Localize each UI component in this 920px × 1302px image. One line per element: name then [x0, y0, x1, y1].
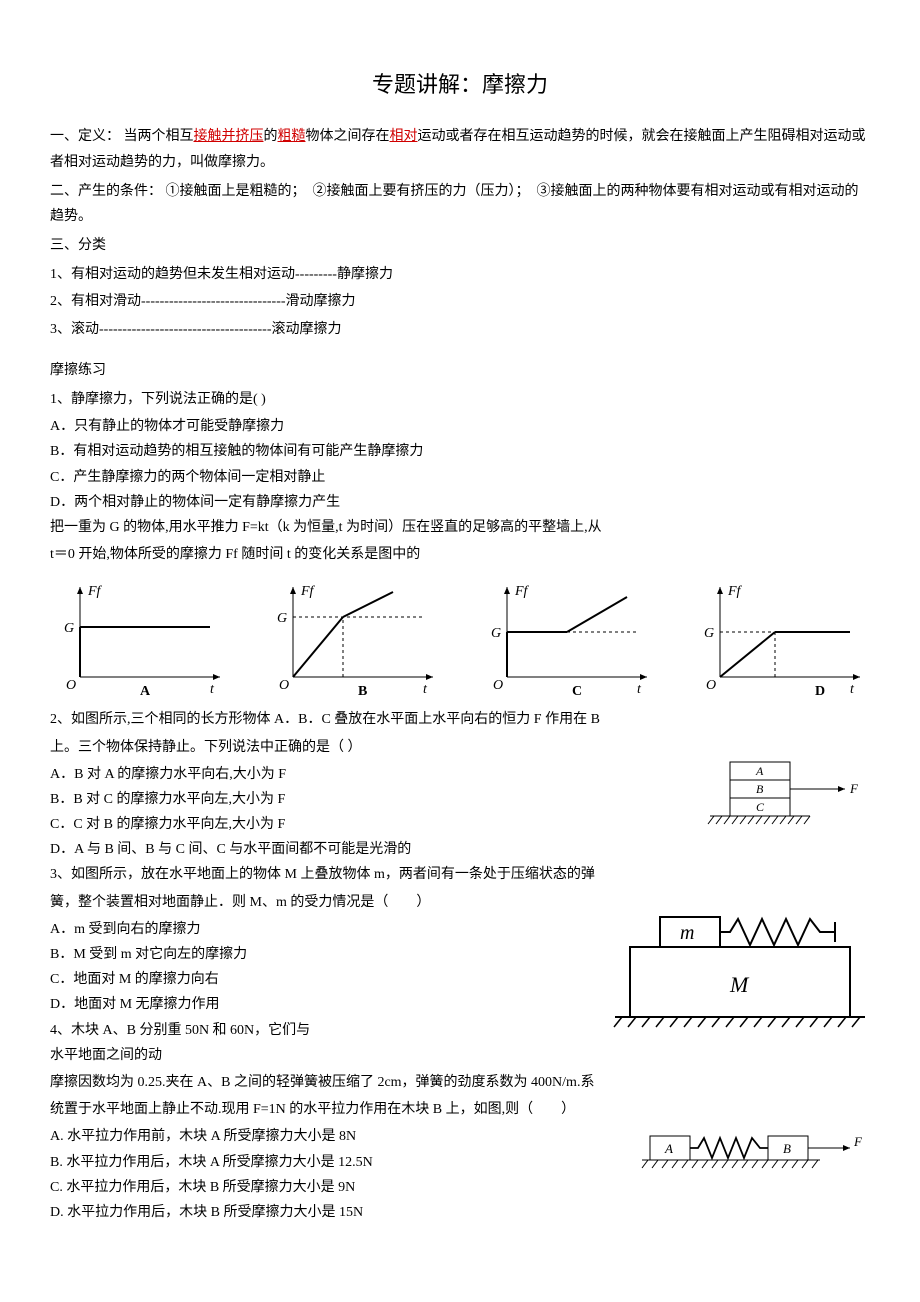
q1-optC: C．产生静摩擦力的两个物体间一定相对静止 [50, 465, 870, 490]
q2-fig-b: B [756, 782, 764, 796]
graph-d-t: t [850, 682, 855, 697]
graph-a: Ff G O t A [50, 577, 230, 697]
q2-fig-f: F [849, 781, 859, 796]
q1-stem: 1、静摩擦力，下列说法正确的是( ) [50, 387, 870, 412]
q4-fig-a: A [664, 1141, 673, 1156]
q4-fig-f: F [853, 1134, 863, 1149]
def-mid2: 物体之间存在 [306, 129, 390, 144]
def-r1: 接触并挤压 [194, 129, 264, 144]
cat-label: 三、分类 [50, 233, 870, 258]
graph-b-t: t [423, 682, 428, 697]
graph-c: Ff G O t C [477, 577, 657, 697]
cat-l2a: 2、有相对滑动 [50, 294, 141, 309]
practice-title: 摩擦练习 [50, 358, 870, 383]
q4-stem-post: 水平地面之间的动 [50, 1048, 162, 1063]
graph-b-ff: Ff [300, 584, 316, 599]
q2-figure: A B C F [700, 752, 870, 842]
graph-c-o: O [493, 678, 503, 693]
def-r3: 相对 [390, 129, 418, 144]
cat-l2b: -------------------------------滑动摩擦力 [141, 294, 356, 309]
q3-fig-M: M [729, 972, 750, 997]
q3-fig-m: m [680, 922, 694, 944]
graph-a-t: t [210, 682, 215, 697]
cat-l1a: 1、有相对运动的趋势但未发生相对运动 [50, 267, 295, 282]
graph-c-label: C [572, 684, 582, 697]
graph-a-o: O [66, 678, 76, 693]
page-title: 专题讲解：摩擦力 [50, 65, 870, 105]
graph-b-label: B [358, 684, 367, 697]
graph-c-t: t [637, 682, 642, 697]
q4-stem2: 摩擦因数均为 0.25.夹在 A、B 之间的轻弹簧被压缩了 2cm，弹簧的劲度系… [50, 1070, 870, 1095]
q4-optD: D. 水平拉力作用后，木块 B 所受摩擦力大小是 15N [50, 1200, 870, 1225]
cond-label: 二、产生的条件： [50, 184, 162, 199]
def-label: 一、定义： [50, 129, 120, 144]
q1-optB: B．有相对运动趋势的相互接触的物体间有可能产生静摩擦力 [50, 439, 870, 464]
cat-l3a: 3、滚动 [50, 322, 99, 337]
graph-c-g: G [491, 626, 501, 641]
graph-c-ff: Ff [514, 584, 530, 599]
q4-stem3: 统置于水平地面上静止不动.现用 F=1N 的水平拉力作用在木块 B 上，如图,则… [50, 1097, 870, 1122]
def-r2: 粗糙 [278, 129, 306, 144]
graph-a-g: G [64, 621, 74, 636]
cond-text: ①接触面上是粗糙的； ②接触面上要有挤压的力（压力）； ③接触面上的两种物体要有… [50, 184, 859, 224]
graph-b-o: O [279, 678, 289, 693]
cat-line-2: 2、有相对滑动-------------------------------滑动… [50, 289, 870, 314]
q3-figure: M m [610, 907, 870, 1037]
graph-a-ff: Ff [87, 584, 103, 599]
graph-a-label: A [140, 684, 151, 697]
graph-d-label: D [815, 684, 825, 697]
q3-stem1: 3、如图所示，放在水平地面上的物体 M 上叠放物体 m，两者间有一条处于压缩状态… [50, 862, 870, 887]
def-pre: 当两个相互 [124, 129, 194, 144]
graph-d-ff: Ff [727, 584, 743, 599]
cat-l3b: -------------------------------------滚动摩… [99, 322, 342, 337]
q4-optC: C. 水平拉力作用后，木块 B 所受摩擦力大小是 9N [50, 1175, 870, 1200]
graph-row: Ff G O t A Ff G O t B Ff G O t [50, 577, 870, 697]
def-mid1: 的 [264, 129, 278, 144]
q4-stem-pre: 4、木块 A、B 分别重 50N 和 60N，它们与 [50, 1023, 310, 1038]
q2-stem1: 2、如图所示,三个相同的长方形物体 A．B．C 叠放在水平面上水平向右的恒力 F… [50, 707, 870, 732]
graph-d-o: O [706, 678, 716, 693]
graph-b: Ff G O t B [263, 577, 443, 697]
q1-extra1: 把一重为 G 的物体,用水平推力 F=kt（k 为恒量,t 为时间）压在竖直的足… [50, 515, 870, 540]
q1-extra2: t＝0 开始,物体所受的摩擦力 Ff 随时间 t 的变化关系是图中的 [50, 542, 870, 567]
graph-d: Ff G O t D [690, 577, 870, 697]
graph-b-g: G [277, 611, 287, 626]
q2-fig-c: C [756, 800, 765, 814]
q4-fig-b: B [783, 1141, 791, 1156]
q2-fig-a: A [755, 764, 764, 778]
conditions: 二、产生的条件： ①接触面上是粗糙的； ②接触面上要有挤压的力（压力）； ③接触… [50, 179, 870, 229]
q4-figure: A B F [640, 1128, 870, 1178]
cat-l1b: ---------静摩擦力 [295, 267, 393, 282]
cat-line-3: 3、滚动------------------------------------… [50, 317, 870, 342]
q1-optD: D．两个相对静止的物体间一定有静摩擦力产生 [50, 490, 870, 515]
graph-d-g: G [704, 626, 714, 641]
cat-line-1: 1、有相对运动的趋势但未发生相对运动---------静摩擦力 [50, 262, 870, 287]
q1-optA: A．只有静止的物体才可能受静摩擦力 [50, 414, 870, 439]
definition: 一、定义： 当两个相互接触并挤压的粗糙物体之间存在相对运动或者存在相互运动趋势的… [50, 124, 870, 174]
